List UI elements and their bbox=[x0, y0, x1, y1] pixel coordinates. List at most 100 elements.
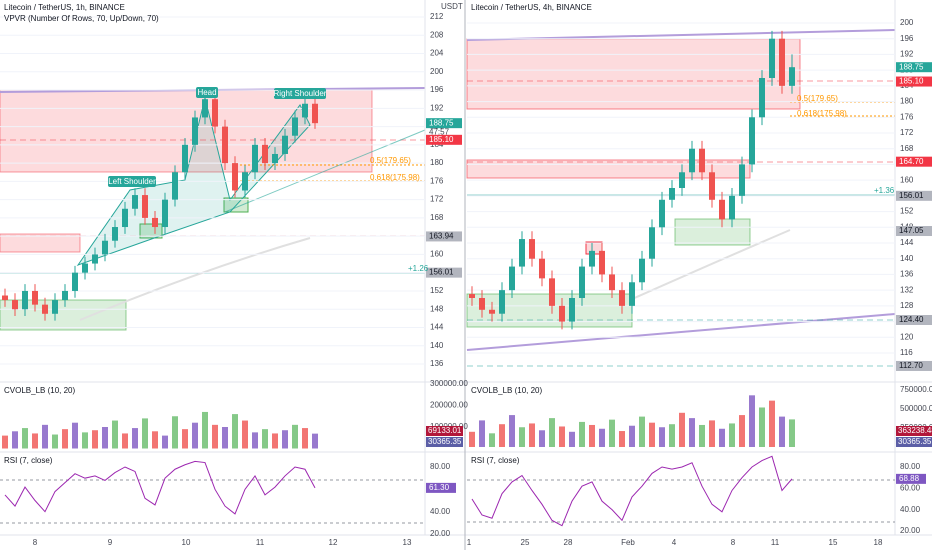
currency: USDT bbox=[441, 2, 463, 11]
candle-body bbox=[202, 99, 208, 118]
x-tick-label: 12 bbox=[329, 538, 338, 547]
rsi-tick-label: 20.00 bbox=[900, 526, 921, 535]
shoulder-box bbox=[139, 223, 163, 239]
volume-bar bbox=[709, 420, 715, 447]
annotation: Left Shoulder bbox=[108, 177, 156, 186]
candle-body bbox=[172, 172, 178, 200]
x-tick-label: 8 bbox=[731, 538, 736, 547]
candle-body bbox=[92, 254, 98, 264]
candle-body bbox=[769, 38, 775, 78]
candle-body bbox=[699, 148, 705, 173]
candle-body bbox=[789, 67, 795, 86]
candle-body bbox=[549, 278, 555, 306]
x-tick-label: 15 bbox=[829, 538, 838, 547]
candle-body bbox=[212, 99, 218, 127]
price-tick-label: 136 bbox=[900, 270, 914, 279]
candle-body bbox=[759, 78, 765, 118]
candle-body bbox=[182, 144, 188, 173]
price-tag-label: 164.70 bbox=[899, 157, 924, 166]
volume-bar bbox=[509, 415, 515, 447]
price-tick-label: 160 bbox=[900, 175, 914, 184]
candle-body bbox=[589, 250, 595, 267]
volume-bar bbox=[769, 400, 775, 447]
annotation: 0.5(179.65) bbox=[797, 94, 838, 103]
x-tick-label: 9 bbox=[108, 538, 113, 547]
pane-title: Litecoin / TetherUS, 1h, BINANCE bbox=[4, 3, 125, 12]
price-tag bbox=[896, 226, 932, 237]
volume-bar bbox=[162, 435, 168, 449]
volume-tag bbox=[896, 437, 932, 447]
price-tick-label: 160 bbox=[430, 250, 444, 259]
annotation: Head bbox=[197, 88, 216, 97]
volume-bar bbox=[2, 435, 8, 449]
volume-bar bbox=[292, 424, 298, 449]
price-tick-label: 128 bbox=[900, 301, 914, 310]
volume-bar bbox=[579, 421, 585, 447]
price-tick-label: 192 bbox=[900, 50, 914, 59]
price-tick-label: 168 bbox=[900, 144, 914, 153]
candle-body bbox=[489, 309, 495, 314]
rsi-tick-label: 80.00 bbox=[900, 462, 921, 471]
volume-bar bbox=[42, 424, 48, 449]
candle-body bbox=[192, 117, 198, 145]
candle-body bbox=[132, 195, 138, 209]
price-tick-label: 116 bbox=[900, 348, 913, 357]
volume-bar bbox=[112, 420, 118, 449]
candle-body bbox=[689, 148, 695, 173]
candle-body bbox=[519, 239, 525, 267]
price-tag-label: 112.70 bbox=[899, 361, 923, 370]
volume-bar bbox=[559, 426, 565, 447]
price-tick-label: 120 bbox=[900, 332, 914, 341]
x-tick-label: 8 bbox=[33, 538, 38, 547]
trendline bbox=[466, 313, 896, 351]
candle-body bbox=[152, 217, 158, 228]
volume-bar bbox=[132, 428, 138, 449]
rsi-title: RSI (7, close) bbox=[4, 456, 53, 465]
volume-bar bbox=[52, 434, 58, 449]
rsi-tick-label: 40.00 bbox=[900, 505, 921, 514]
rsi-line bbox=[471, 455, 793, 527]
candle-body bbox=[669, 188, 675, 200]
candle-body bbox=[579, 266, 585, 298]
volume-tick-label: 750000.00 bbox=[900, 385, 932, 394]
volume-tag bbox=[426, 426, 463, 436]
price-tick-label: 196 bbox=[430, 85, 444, 94]
volume-bar bbox=[759, 407, 765, 447]
price-tick-label: 208 bbox=[430, 30, 444, 39]
moving-average bbox=[79, 237, 311, 321]
price-tick-label: 204 bbox=[430, 49, 444, 58]
price-tick-label: 180 bbox=[430, 158, 444, 167]
price-tick-label: 192 bbox=[430, 103, 444, 112]
pane-title: Litecoin / TetherUS, 4h, BINANCE bbox=[471, 3, 592, 12]
price-tag bbox=[896, 156, 932, 167]
volume-bar bbox=[32, 433, 38, 449]
volume-bar bbox=[102, 427, 108, 449]
volume-bar bbox=[242, 420, 248, 449]
demand-zone bbox=[0, 299, 127, 331]
volume-bar bbox=[72, 422, 78, 449]
volume-bar bbox=[282, 430, 288, 449]
volume-tag-label: 30365.35 bbox=[428, 437, 462, 446]
volume-bar bbox=[719, 428, 725, 447]
volume-bar bbox=[529, 423, 535, 447]
volume-tag-label: 363238.48 bbox=[898, 426, 932, 435]
volume-bar bbox=[729, 423, 735, 447]
price-tag-label: 124.40 bbox=[899, 315, 924, 324]
price-tick-label: 196 bbox=[900, 34, 914, 43]
demand-zone bbox=[674, 218, 751, 246]
price-tag-label: 156.01 bbox=[429, 268, 454, 277]
label-bg bbox=[274, 88, 326, 99]
candle-body bbox=[302, 103, 308, 118]
supply-zone bbox=[466, 38, 801, 110]
candle-body bbox=[222, 126, 228, 164]
candle-body bbox=[499, 290, 505, 314]
volume-bar bbox=[649, 422, 655, 447]
annotation: 0.618(175.98) bbox=[797, 109, 847, 118]
price-tag bbox=[426, 134, 462, 145]
volume-bar bbox=[469, 431, 475, 447]
rsi-tick-label: 20.00 bbox=[430, 529, 451, 538]
volume-bar bbox=[152, 431, 158, 449]
candle-body bbox=[739, 164, 745, 196]
candle-body bbox=[272, 153, 278, 164]
